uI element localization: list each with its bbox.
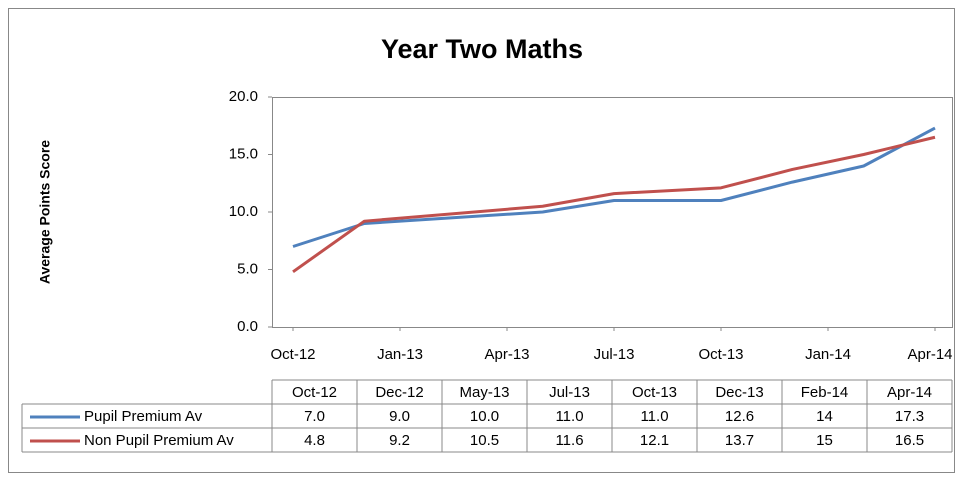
table-value: 11.0 xyxy=(640,408,668,425)
table-value: 9.0 xyxy=(389,408,410,425)
chart-title: Year Two Maths xyxy=(381,34,583,64)
table-value: 13.7 xyxy=(725,432,754,449)
y-tick-label: 0.0 xyxy=(237,318,258,335)
table-value: 12.6 xyxy=(725,408,754,425)
x-tick-label: Jan-13 xyxy=(377,346,423,363)
table-header: Oct-13 xyxy=(632,384,677,401)
y-axis-label: Average Points Score xyxy=(37,140,53,284)
chart-border xyxy=(8,8,955,473)
table-value: 11.0 xyxy=(555,408,583,425)
y-tick-label: 15.0 xyxy=(229,145,258,162)
y-tick-label: 20.0 xyxy=(229,88,258,105)
table-value: 16.5 xyxy=(895,432,924,449)
table-value: 10.5 xyxy=(470,432,499,449)
table-header: Apr-14 xyxy=(887,384,932,401)
x-tick-label: Oct-12 xyxy=(270,346,315,363)
table-header: Jul-13 xyxy=(549,384,590,401)
table-value: 17.3 xyxy=(895,408,924,425)
table-header: Oct-12 xyxy=(292,384,337,401)
x-tick-label: Apr-13 xyxy=(484,346,529,363)
table-header: May-13 xyxy=(459,384,509,401)
plot-area xyxy=(272,97,953,328)
table-value: 7.0 xyxy=(304,408,325,425)
x-tick-label: Apr-14 xyxy=(907,346,952,363)
x-tick-label: Jul-13 xyxy=(594,346,635,363)
table-value: 10.0 xyxy=(470,408,499,425)
x-tick-label: Jan-14 xyxy=(805,346,851,363)
legend-label: Non Pupil Premium Av xyxy=(84,432,234,449)
series-line xyxy=(292,126,936,248)
table-value: 12.1 xyxy=(640,432,669,449)
legend-label: Pupil Premium Av xyxy=(84,408,203,425)
series-line xyxy=(292,135,936,274)
x-tick-label: Oct-13 xyxy=(698,346,743,363)
table-value: 11.6 xyxy=(555,432,583,449)
table-header: Feb-14 xyxy=(801,384,849,401)
table-header: Dec-12 xyxy=(375,384,423,401)
table-header: Dec-13 xyxy=(715,384,763,401)
table-value: 14 xyxy=(816,408,833,425)
y-tick-label: 5.0 xyxy=(237,260,258,277)
y-tick-label: 10.0 xyxy=(229,203,258,220)
table-value: 4.8 xyxy=(304,432,325,449)
table-value: 15 xyxy=(816,432,833,449)
table-value: 9.2 xyxy=(389,432,410,449)
